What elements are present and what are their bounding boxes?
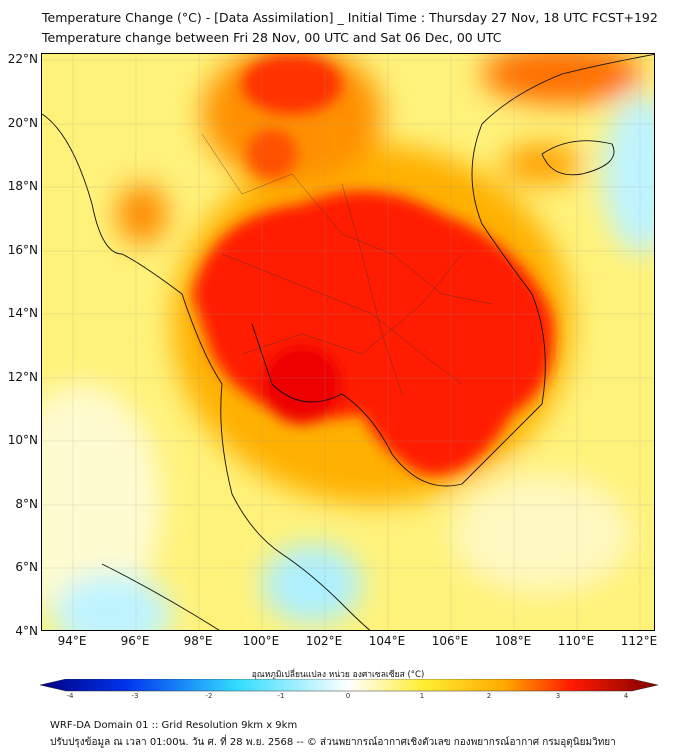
lon-label: 104°E — [368, 634, 406, 648]
colorbar-tick: -4 — [66, 692, 74, 700]
colorbar-tick: 4 — [623, 692, 629, 700]
lon-label: 110°E — [557, 634, 595, 648]
colorbar-tick: 3 — [555, 692, 561, 700]
title-line2: Temperature change between Fri 28 Nov, 0… — [42, 30, 502, 45]
lon-label: 112°E — [620, 634, 658, 648]
lat-label: 14°N — [7, 306, 38, 320]
lon-label: 94°E — [57, 634, 87, 648]
temperature-change-map — [41, 53, 655, 631]
lat-label: 18°N — [7, 179, 38, 193]
lon-label: 100°E — [242, 634, 280, 648]
colorbar-tick: 2 — [486, 692, 492, 700]
colorbar-tick: 1 — [419, 692, 425, 700]
colorbar-tick: -2 — [205, 692, 213, 700]
lon-label: 106°E — [431, 634, 469, 648]
lat-label: 22°N — [7, 52, 38, 66]
lat-label: 16°N — [7, 243, 38, 257]
lat-label: 6°N — [15, 560, 38, 574]
lat-label: 10°N — [7, 433, 38, 447]
lon-label: 102°E — [305, 634, 343, 648]
lon-label: 108°E — [494, 634, 532, 648]
footer-line2: ปรับปรุงข้อมูล ณ เวลา 01:00น. วัน ศ. ที่… — [50, 737, 616, 748]
lon-label: 98°E — [183, 634, 213, 648]
footer-line1: WRF-DA Domain 01 :: Grid Resolution 9km … — [50, 720, 298, 731]
lat-label: 12°N — [7, 370, 38, 384]
lat-label: 8°N — [15, 497, 38, 511]
lat-label: 4°N — [15, 624, 38, 638]
lon-label: 96°E — [120, 634, 150, 648]
colorbar — [40, 679, 658, 692]
colorbar-tick: -1 — [277, 692, 285, 700]
colorbar-tick: 0 — [345, 692, 351, 700]
colorbar-label: อุณหภูมิเปลี่ยนแปลง หน่วย องศาเซลเซียส (… — [251, 670, 425, 680]
colorbar-tick: -3 — [131, 692, 139, 700]
title-line1: Temperature Change (°C) - [Data Assimila… — [42, 10, 658, 25]
lat-label: 20°N — [7, 116, 38, 130]
